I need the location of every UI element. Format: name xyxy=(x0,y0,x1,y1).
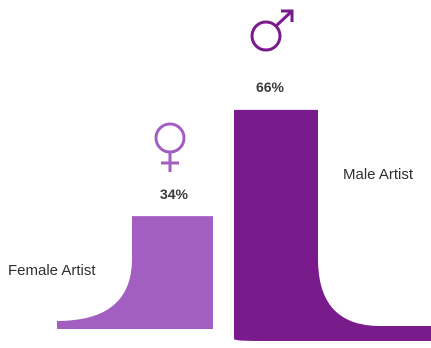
bar-male xyxy=(234,109,431,341)
chart-marks xyxy=(57,109,431,341)
category-label-female: Female Artist xyxy=(8,262,96,279)
male-symbol-icon xyxy=(250,9,294,52)
chart-labels: 34% 66% Female Artist Male Artist xyxy=(8,79,414,279)
category-label-male: Male Artist xyxy=(343,166,414,183)
bar-female xyxy=(57,216,213,329)
data-label-female: 34% xyxy=(160,186,189,202)
female-symbol-icon xyxy=(154,122,186,172)
data-label-male: 66% xyxy=(256,79,285,95)
chart-icons xyxy=(154,9,294,172)
